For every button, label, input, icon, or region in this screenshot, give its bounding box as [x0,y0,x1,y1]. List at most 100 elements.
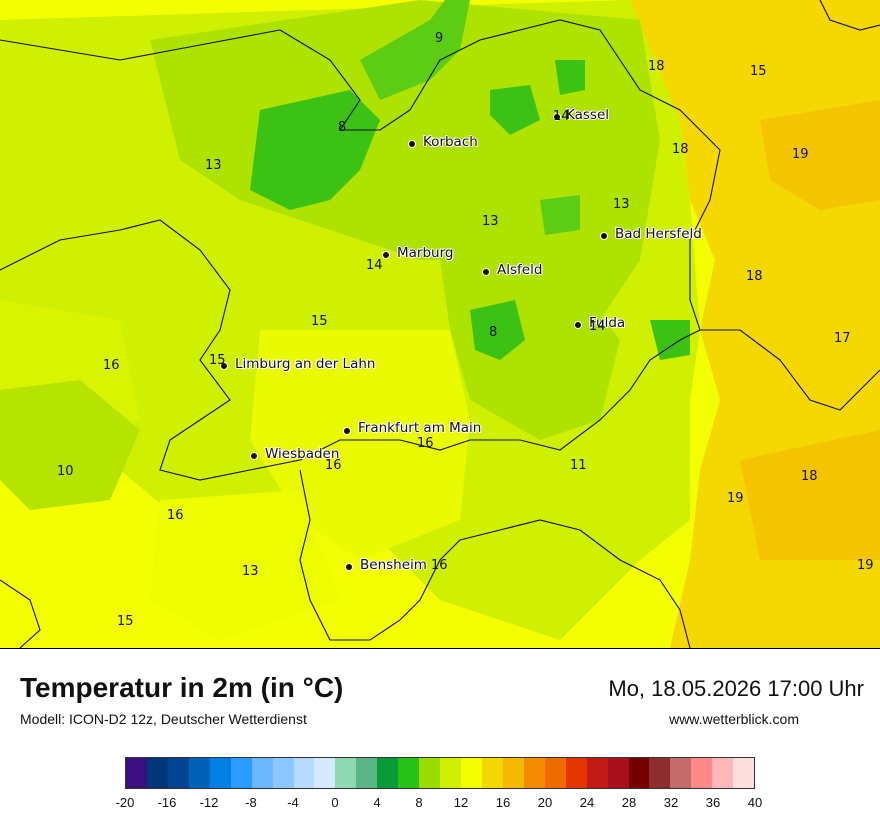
city-label-alsfeld[interactable]: Alsfeld [497,262,543,278]
cool-zone-north [150,0,660,320]
legend-swatch [356,758,378,788]
temp-value: 13 [613,197,630,212]
legend-swatch [377,758,399,788]
legend-swatch [230,758,252,788]
city-dot-bad-hersfeld [600,232,608,240]
legend-swatch [146,758,168,788]
state-border-northeast [819,0,880,31]
legend-tick-label: 40 [747,795,763,810]
temp-value: 11 [570,458,587,473]
cool-zone-vogelsberg [440,260,620,440]
legend-swatch [712,758,734,788]
cold-patch-vogelsberg [470,300,525,360]
legend-tick-label: 0 [331,795,339,810]
forecast-datetime: Mo, 18.05.2026 17:00 Uhr [608,676,864,701]
mild-patch-southwest [150,490,340,640]
legend-swatch [628,758,650,788]
city-label-wiesbaden[interactable]: Wiesbaden [265,446,340,462]
city-dot-wiesbaden [250,452,258,460]
city-label-frankfurt[interactable]: Frankfurt am Main [358,420,482,436]
city-dot-korbach [408,140,416,148]
state-border-north-east [0,19,880,411]
temp-value: 18 [801,469,818,484]
legend-swatch [670,758,692,788]
legend-tick-label: 16 [495,795,511,810]
temp-value: 18 [746,269,763,284]
temp-value: 16 [417,436,434,451]
temp-value: 15 [209,353,226,368]
temp-value: 19 [857,558,874,573]
city-label-fulda[interactable]: Fulda [589,315,626,331]
legend-swatch [272,758,294,788]
cold-patch-sauerland [250,90,380,210]
legend-swatch [209,758,231,788]
temp-value: 9 [435,31,444,46]
legend-tick-label: 24 [579,795,595,810]
legend-swatch [251,758,273,788]
temp-value: 16 [103,358,120,373]
model-info: Modell: ICON-D2 12z, Deutscher Wetterdie… [20,711,307,727]
city-label-kassel[interactable]: Kassel [566,107,610,123]
city-label-korbach[interactable]: Korbach [423,134,478,150]
legend-tick-label: -8 [245,795,257,810]
legend-tick-label: 20 [537,795,553,810]
city-label-bensheim[interactable]: Bensheim [360,557,427,573]
legend-swatch [607,758,629,788]
city-dot-frankfurt [343,427,351,435]
legend-swatch [188,758,210,788]
legend-tick-label: -20 [115,795,135,810]
color-legend [125,757,755,789]
temp-value: 14 [553,109,570,124]
warm-zone-patch [760,100,880,210]
legend-swatch [733,758,755,788]
city-label-marburg[interactable]: Marburg [397,245,454,261]
state-border-southwest [0,579,41,648]
legend-swatch [167,758,189,788]
cold-patch-north [360,0,470,100]
legend-swatch [502,758,524,788]
temp-value: 15 [117,614,134,629]
city-dot-marburg [382,251,390,259]
map-title: Temperatur in 2m (in °C) [20,672,344,703]
temp-value: 19 [727,491,744,506]
legend-swatch [565,758,587,788]
legend-swatch [461,758,482,788]
legend-ticks: -20 -16 -12 -8 -4 0 4 8 12 16 20 24 28 32 36 40 [0,795,880,815]
temp-value: 8 [338,120,347,135]
temp-value: 13 [242,564,259,579]
temp-value: 10 [57,464,74,479]
temp-value: 8 [489,325,498,340]
temp-value: 15 [311,314,328,329]
city-dot-fulda [574,321,582,329]
legend-swatch [398,758,420,788]
legend-tick-label: 36 [705,795,721,810]
cool-zone-taunus-west [0,380,140,510]
city-dot-alsfeld [482,268,490,276]
temp-value: 16 [325,458,342,473]
temperature-map[interactable]: Kassel Korbach Bad Hersfeld Marburg Alsf… [0,0,880,649]
cold-patch-knuell [540,195,580,235]
legend-tick-label: -16 [157,795,177,810]
temp-value: 16 [167,508,184,523]
temp-value: 16 [431,558,448,573]
city-label-bad-hersfeld[interactable]: Bad Hersfeld [615,226,702,242]
legend-swatch [335,758,357,788]
temp-value: 19 [792,147,809,162]
city-label-limburg[interactable]: Limburg an der Lahn [235,356,376,372]
legend-swatch [419,758,441,788]
legend-swatch [523,758,545,788]
temp-value: 18 [672,142,689,157]
website-link[interactable]: www.wetterblick.com [669,711,799,727]
city-dot-kassel [553,113,561,121]
legend-swatch [481,758,503,788]
legend-tick-label: -4 [287,795,299,810]
temp-value: 17 [834,331,851,346]
legend-swatch [649,758,671,788]
cold-patch-rhoen [650,320,690,360]
temp-value: 13 [205,158,222,173]
mild-patch-frankfurt [250,330,470,560]
temp-value: 14 [589,319,606,334]
temp-value: 13 [482,214,499,229]
legend-tick-label: 12 [453,795,469,810]
state-border-south-west [0,219,701,481]
